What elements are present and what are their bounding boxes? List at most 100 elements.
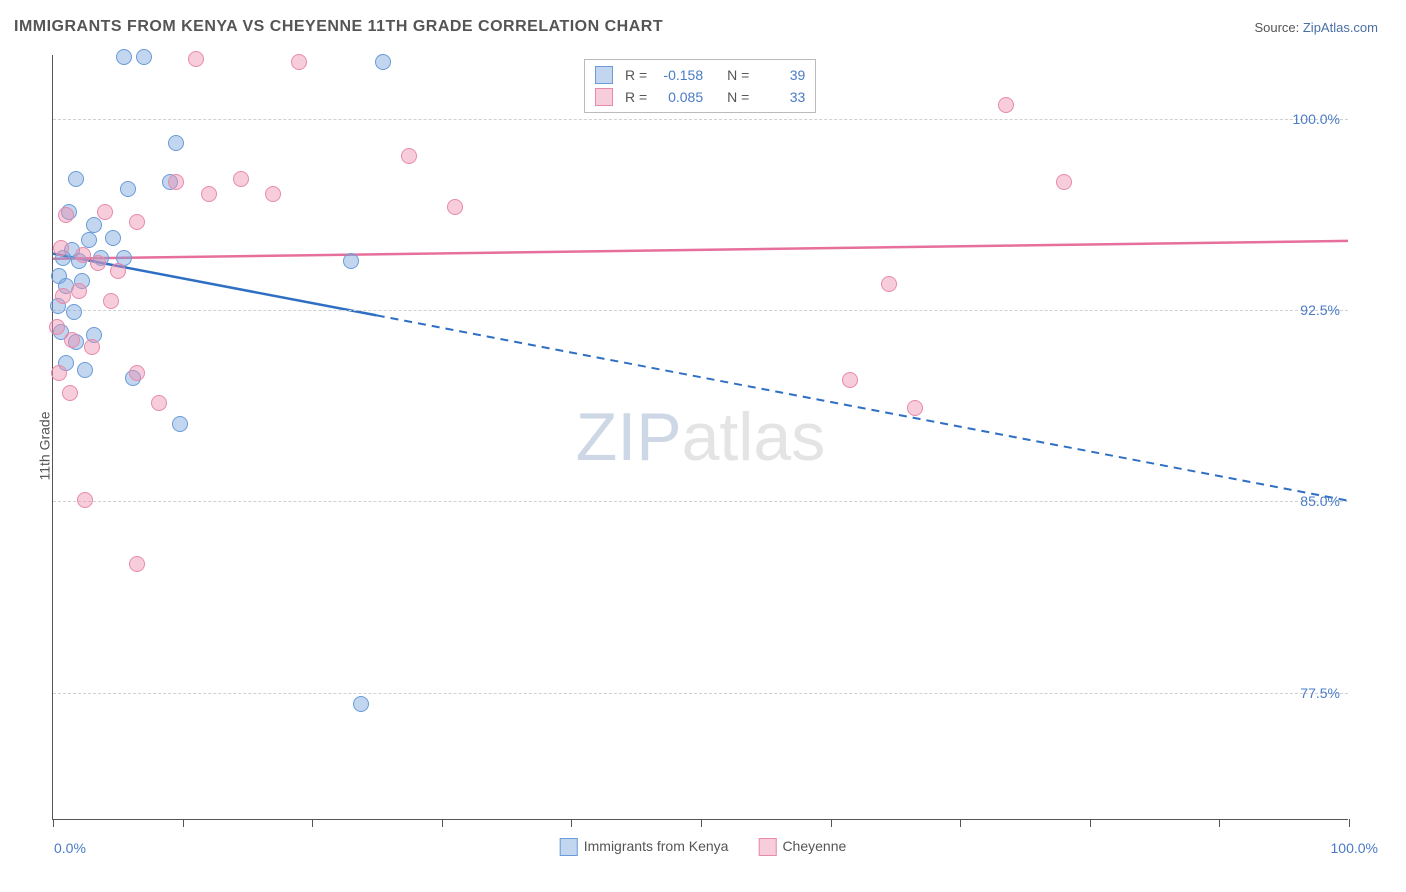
data-point xyxy=(58,207,74,223)
data-point xyxy=(116,49,132,65)
data-point xyxy=(62,385,78,401)
legend-n-value: 39 xyxy=(755,67,805,83)
y-axis-label: 11th Grade xyxy=(37,411,53,480)
x-tick xyxy=(960,819,961,827)
data-point xyxy=(120,181,136,197)
data-point xyxy=(53,240,69,256)
data-point xyxy=(401,148,417,164)
x-tick xyxy=(1349,819,1350,827)
data-point xyxy=(188,51,204,67)
y-tick-label: 100.0% xyxy=(1293,111,1340,127)
data-point xyxy=(136,49,152,65)
y-tick-label: 85.0% xyxy=(1300,493,1340,509)
legend-label: Immigrants from Kenya xyxy=(584,838,729,854)
data-point xyxy=(55,288,71,304)
data-point xyxy=(129,556,145,572)
data-point xyxy=(77,492,93,508)
data-point xyxy=(168,135,184,151)
correlation-legend: R = -0.158 N = 39 R = 0.085 N = 33 xyxy=(584,59,816,113)
legend-swatch xyxy=(758,838,776,856)
trend-line-dashed xyxy=(377,315,1348,500)
page-wrapper: IMMIGRANTS FROM KENYA VS CHEYENNE 11TH G… xyxy=(0,0,1406,892)
source-attribution: Source: ZipAtlas.com xyxy=(1254,20,1378,35)
data-point xyxy=(64,332,80,348)
data-point xyxy=(881,276,897,292)
x-axis-max-label: 100.0% xyxy=(1331,840,1378,856)
data-point xyxy=(201,186,217,202)
y-tick-label: 92.5% xyxy=(1300,302,1340,318)
trend-lines-svg xyxy=(53,55,1348,819)
legend-n-label: N = xyxy=(727,89,749,105)
data-point xyxy=(353,696,369,712)
data-point xyxy=(49,319,65,335)
legend-row: R = -0.158 N = 39 xyxy=(595,64,805,86)
legend-item: Immigrants from Kenya xyxy=(560,838,729,856)
legend-r-label: R = xyxy=(625,67,647,83)
data-point xyxy=(343,253,359,269)
data-point xyxy=(375,54,391,70)
x-tick xyxy=(831,819,832,827)
series-legend: Immigrants from Kenya Cheyenne xyxy=(560,838,847,856)
data-point xyxy=(998,97,1014,113)
source-link[interactable]: ZipAtlas.com xyxy=(1303,20,1378,35)
data-point xyxy=(51,365,67,381)
legend-r-value: 0.085 xyxy=(653,89,703,105)
legend-swatch xyxy=(595,88,613,106)
legend-n-value: 33 xyxy=(755,89,805,105)
data-point xyxy=(86,217,102,233)
x-tick xyxy=(53,819,54,827)
grid-line xyxy=(53,693,1348,694)
data-point xyxy=(110,263,126,279)
legend-row: R = 0.085 N = 33 xyxy=(595,86,805,108)
data-point xyxy=(172,416,188,432)
data-point xyxy=(103,293,119,309)
data-point xyxy=(129,365,145,381)
data-point xyxy=(75,247,91,263)
data-point xyxy=(81,232,97,248)
data-point xyxy=(105,230,121,246)
data-point xyxy=(842,372,858,388)
grid-line xyxy=(53,310,1348,311)
data-point xyxy=(97,204,113,220)
data-point xyxy=(90,255,106,271)
x-tick xyxy=(442,819,443,827)
x-tick xyxy=(1219,819,1220,827)
data-point xyxy=(84,339,100,355)
legend-swatch xyxy=(560,838,578,856)
data-point xyxy=(447,199,463,215)
x-tick xyxy=(1090,819,1091,827)
x-tick xyxy=(183,819,184,827)
trend-line-solid xyxy=(53,241,1348,259)
data-point xyxy=(71,283,87,299)
chart-title: IMMIGRANTS FROM KENYA VS CHEYENNE 11TH G… xyxy=(14,18,663,36)
data-point xyxy=(233,171,249,187)
data-point xyxy=(129,214,145,230)
data-point xyxy=(265,186,281,202)
y-tick-label: 77.5% xyxy=(1300,685,1340,701)
x-tick xyxy=(571,819,572,827)
legend-n-label: N = xyxy=(727,67,749,83)
data-point xyxy=(907,400,923,416)
watermark: ZIPatlas xyxy=(576,398,825,476)
x-tick xyxy=(701,819,702,827)
watermark-zip: ZIP xyxy=(576,399,682,475)
scatter-plot-area: ZIPatlas R = -0.158 N = 39 R = 0.085 N = 33 77.… xyxy=(52,55,1348,820)
legend-r-value: -0.158 xyxy=(653,67,703,83)
legend-swatch xyxy=(595,66,613,84)
grid-line xyxy=(53,119,1348,120)
data-point xyxy=(291,54,307,70)
data-point xyxy=(151,395,167,411)
x-axis-min-label: 0.0% xyxy=(54,840,86,856)
data-point xyxy=(1056,174,1072,190)
x-tick xyxy=(312,819,313,827)
source-prefix: Source: xyxy=(1254,20,1302,35)
data-point xyxy=(77,362,93,378)
data-point xyxy=(66,304,82,320)
legend-r-label: R = xyxy=(625,89,647,105)
grid-line xyxy=(53,501,1348,502)
legend-item: Cheyenne xyxy=(758,838,846,856)
legend-label: Cheyenne xyxy=(782,838,846,854)
data-point xyxy=(68,171,84,187)
watermark-atlas: atlas xyxy=(682,399,826,475)
data-point xyxy=(168,174,184,190)
